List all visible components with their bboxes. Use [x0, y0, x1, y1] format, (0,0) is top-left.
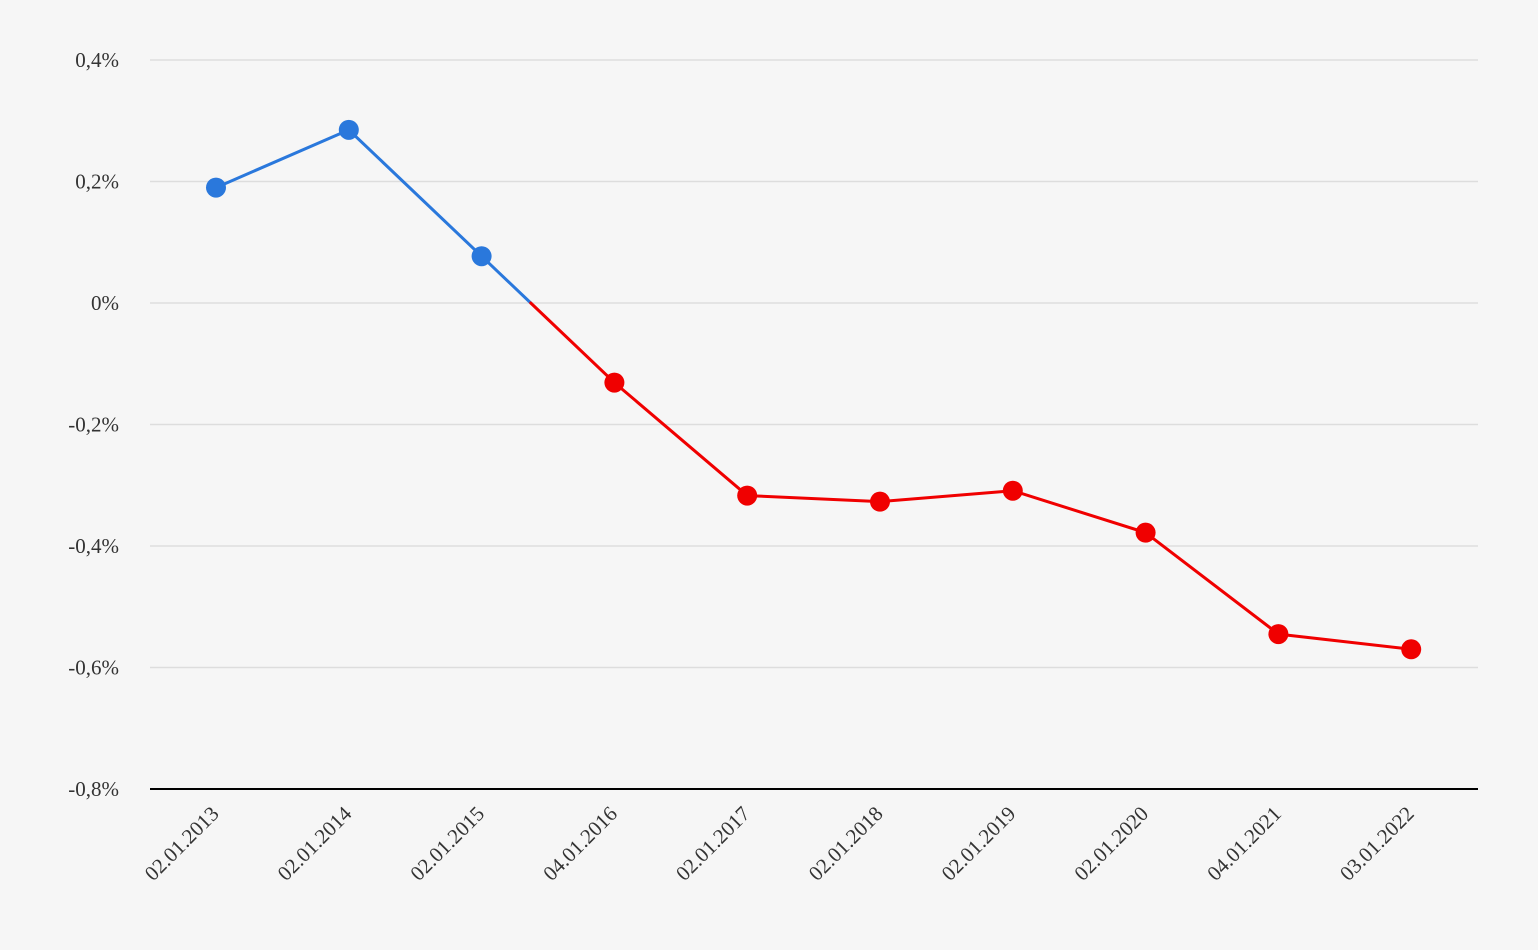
data-point[interactable] — [1135, 522, 1156, 543]
line-segment — [480, 254, 533, 305]
y-tick-label: -0,2% — [68, 413, 119, 437]
x-tick-label: 02.01.2014 — [273, 801, 357, 885]
data-point[interactable] — [1268, 624, 1289, 645]
data-point[interactable] — [870, 491, 890, 512]
grid-lines — [150, 59, 1478, 790]
data-point[interactable] — [206, 177, 226, 198]
data-point[interactable] — [737, 485, 758, 506]
series-points — [206, 119, 1422, 660]
x-tick-label: 02.01.2019 — [937, 802, 1021, 886]
line-segment — [612, 381, 749, 498]
x-tick-label: 02.01.2015 — [405, 802, 489, 886]
x-tick-label: 02.01.2020 — [1069, 802, 1153, 886]
data-point[interactable] — [604, 372, 625, 393]
data-point[interactable] — [471, 246, 492, 267]
x-tick-label: 04.01.2016 — [538, 802, 622, 886]
x-tick-label: 03.01.2022 — [1335, 802, 1419, 886]
line-segment — [745, 494, 882, 504]
data-point[interactable] — [1401, 639, 1422, 660]
x-tick-label: 02.01.2018 — [804, 802, 888, 886]
y-tick-label: 0,2% — [75, 170, 119, 194]
line-segment — [529, 301, 616, 385]
y-tick-label: 0,4% — [75, 48, 119, 72]
line-segment — [347, 128, 484, 258]
y-tick-label: -0,8% — [68, 777, 119, 801]
x-tick-label: 04.01.2021 — [1202, 802, 1286, 886]
data-point[interactable] — [1002, 480, 1023, 501]
line-segment — [878, 489, 1015, 504]
line-segment — [1276, 632, 1413, 651]
x-axis-tick-labels: 02.01.2013 02.01.2014 02.01.2015 04.01.2016… — [140, 801, 1419, 885]
y-axis-tick-labels: 0,4% 0,2% 0% -0,2% -0,4% -0,6% -0,8% — [68, 48, 119, 801]
line-segment — [1011, 489, 1148, 535]
x-tick-label: 02.01.2017 — [671, 802, 755, 886]
line-segment — [1144, 531, 1280, 636]
y-tick-label: 0% — [91, 291, 119, 315]
y-tick-label: -0,4% — [68, 534, 119, 558]
x-tick-label: 02.01.2013 — [140, 802, 224, 886]
data-point[interactable] — [338, 119, 359, 140]
y-tick-label: -0,6% — [68, 656, 119, 680]
line-segment — [214, 128, 351, 190]
series-line — [214, 128, 1413, 651]
